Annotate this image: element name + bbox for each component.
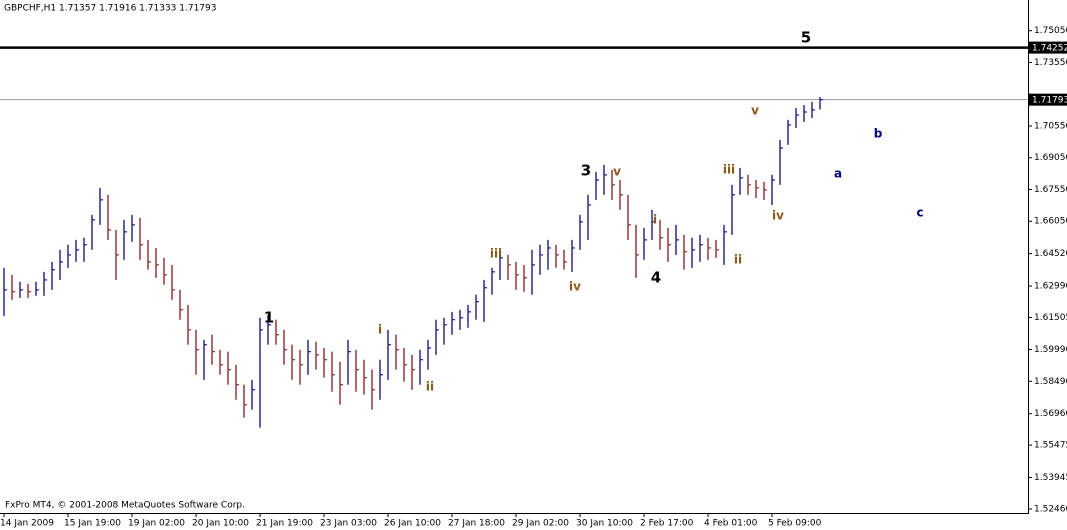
wave-label: 4 [651,269,661,287]
x-tick-label: 29 Jan 02:00 [512,519,569,529]
y-tick-label: 1.69050 [1034,153,1067,163]
x-tick-label: 30 Jan 10:00 [576,519,633,529]
copyright-footer: FxPro MT4, © 2001-2008 MetaQuotes Softwa… [5,501,245,511]
x-tick-label: 2 Feb 17:00 [640,519,694,529]
y-tick-label: 1.61505 [1034,313,1067,323]
x-tick-label: 27 Jan 18:00 [448,519,505,529]
y-tick-label: 1.66050 [1034,217,1067,227]
wave-label: a [834,167,842,181]
y-tick-label: 1.52460 [1034,504,1067,514]
wave-label: ii [734,253,742,267]
x-tick-label: 5 Feb 09:00 [768,519,822,529]
wave-label: v [613,165,621,179]
wave-label: 3 [581,162,591,180]
y-tick-label: 1.55475 [1034,441,1067,451]
wave-label: v [751,104,759,118]
x-tick-label: 19 Jan 02:00 [128,519,185,529]
wave-label: 5 [801,29,811,47]
x-tick-label: 23 Jan 03:00 [320,519,377,529]
x-tick-label: 14 Jan 2009 [0,519,54,529]
wave-label: 1 [264,309,274,327]
wave-label: b [874,127,883,141]
wave-label: iii [490,247,502,261]
wave-label: iv [772,209,784,223]
y-tick-label: 1.67550 [1034,185,1067,195]
y-tick-label: 1.75050 [1034,26,1067,36]
x-tick-label: 20 Jan 10:00 [192,519,249,529]
x-tick-label: 21 Jan 19:00 [256,519,313,529]
wave-label: iv [569,280,581,294]
chart-header: GBPCHF,H1 1.71357 1.71916 1.71333 1.7179… [4,4,216,14]
y-tick-label: 1.64520 [1034,249,1067,259]
y-tick-label: 1.70550 [1034,121,1067,131]
y-tick-label: 1.59990 [1034,345,1067,355]
x-tick-label: 15 Jan 19:00 [64,519,121,529]
y-tick-label: 1.73550 [1034,58,1067,68]
wave-label: c [916,206,923,220]
price-label-box [1029,93,1067,106]
price-label-box [1029,41,1067,54]
price-label: 1.74252 [1032,44,1067,54]
y-tick-label: 1.62990 [1034,282,1067,292]
y-tick-label: 1.53945 [1034,473,1067,483]
wave-label: ii [426,380,434,394]
wave-label: i [653,213,657,227]
price-label: 1.71793 [1032,96,1067,106]
y-tick-label: 1.56960 [1034,409,1067,419]
x-tick-label: 4 Feb 01:00 [704,519,758,529]
y-tick-label: 1.58490 [1034,377,1067,387]
x-tick-label: 26 Jan 10:00 [384,519,441,529]
wave-label: iii [723,163,735,177]
wave-label: i [378,323,382,337]
